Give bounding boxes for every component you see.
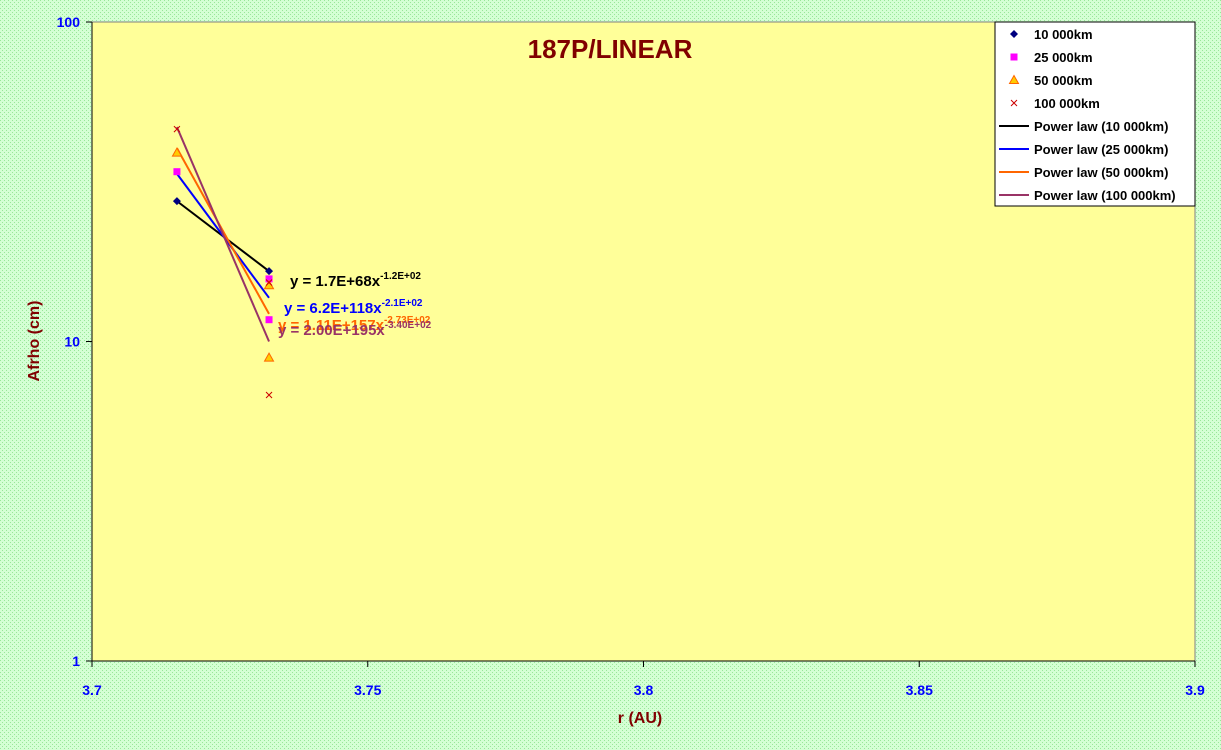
equation-text: y = 6.2E+118x: [284, 300, 382, 317]
equation: y = 6.2E+118x-2.1E+02: [284, 298, 423, 317]
equation-text: y = 2.00E+195x: [278, 322, 385, 339]
marker: [1010, 53, 1018, 61]
y-tick-label: 100: [57, 14, 81, 30]
y-axis-label: Afrho (cm): [26, 301, 43, 382]
legend-label: Power law (50 000km): [1034, 165, 1168, 180]
marker: [265, 267, 274, 276]
x-tick-label: 3.9: [1185, 682, 1205, 698]
legend-label: Power law (100 000km): [1034, 188, 1176, 203]
x-tick-label: 3.85: [906, 682, 933, 698]
legend-box: [994, 21, 1196, 207]
y-tick-label: 10: [64, 334, 80, 350]
equation: y = 2.00E+195x-3.40E+02: [278, 320, 432, 339]
legend-label: Power law (25 000km): [1034, 142, 1168, 157]
marker: [263, 352, 275, 362]
marker: [1010, 30, 1018, 38]
marker: [1010, 99, 1018, 107]
x-axis-label: r (AU): [618, 710, 662, 727]
equation-text: y = 1.7E+68x: [290, 273, 381, 290]
legend-label: 100 000km: [1034, 96, 1100, 111]
chart-title: 187P/LINEAR: [528, 34, 693, 64]
trend-line: [176, 147, 270, 315]
legend-label: Power law (10 000km): [1034, 119, 1168, 134]
x-tick-label: 3.8: [634, 682, 654, 698]
equation-exponent: -2.1E+02: [382, 298, 423, 309]
marker: [1008, 74, 1020, 84]
x-tick-label: 3.75: [354, 682, 381, 698]
marker: [173, 168, 181, 176]
legend-label: 10 000km: [1034, 27, 1093, 42]
equation-exponent: -1.2E+02: [380, 271, 421, 282]
equation: y = 1.7E+68x-1.2E+02: [290, 271, 421, 290]
equation-exponent: -3.40E+02: [385, 320, 432, 331]
legend-label: 50 000km: [1034, 73, 1093, 88]
marker: [171, 147, 183, 157]
marker: [173, 125, 181, 133]
marker: [265, 391, 273, 399]
legend-label: 25 000km: [1034, 50, 1093, 65]
equation-exponent: -2.73E+02: [384, 315, 431, 326]
trend-line: [176, 126, 270, 342]
equation-text: y = 1.11E+157x: [278, 317, 385, 334]
y-tick-label: 1: [72, 653, 80, 669]
marker: [265, 316, 273, 324]
marker: [265, 279, 273, 286]
marker: [172, 197, 181, 206]
marker: [265, 275, 273, 283]
x-tick-label: 3.7: [82, 682, 102, 698]
equation: y = 1.11E+157x-2.73E+02: [278, 315, 431, 334]
